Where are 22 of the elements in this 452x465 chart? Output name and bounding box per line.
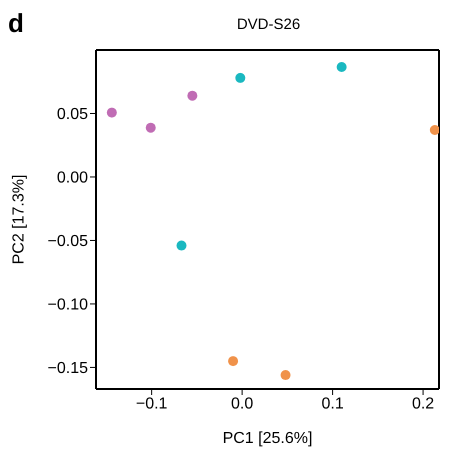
x-tick-label: 0.2 <box>412 395 434 412</box>
x-tick-label: −0.1 <box>136 395 168 412</box>
y-axis-title: PC2 [17.3%] <box>10 174 28 264</box>
point <box>280 370 291 380</box>
chart-title: DVD-S26 <box>236 16 302 33</box>
text: d <box>8 8 24 39</box>
y-tick-label: −0.05 <box>48 233 88 250</box>
y-tick-label: 0.00 <box>56 170 88 187</box>
x-tick-label: 0.1 <box>321 395 344 412</box>
y-tick-label: −0.15 <box>48 360 88 378</box>
y-tick-label: 0.05 <box>56 106 88 124</box>
y-tick-label: −0.10 <box>48 296 88 314</box>
point <box>106 108 117 118</box>
point <box>336 62 347 72</box>
x-tick-label: 0.0 <box>230 395 254 412</box>
point <box>235 72 246 83</box>
point <box>176 240 186 251</box>
point <box>228 356 238 366</box>
point <box>146 122 156 133</box>
point <box>187 90 198 101</box>
point <box>430 124 439 135</box>
x-axis-title: PC1 [25.6%] <box>222 430 312 447</box>
